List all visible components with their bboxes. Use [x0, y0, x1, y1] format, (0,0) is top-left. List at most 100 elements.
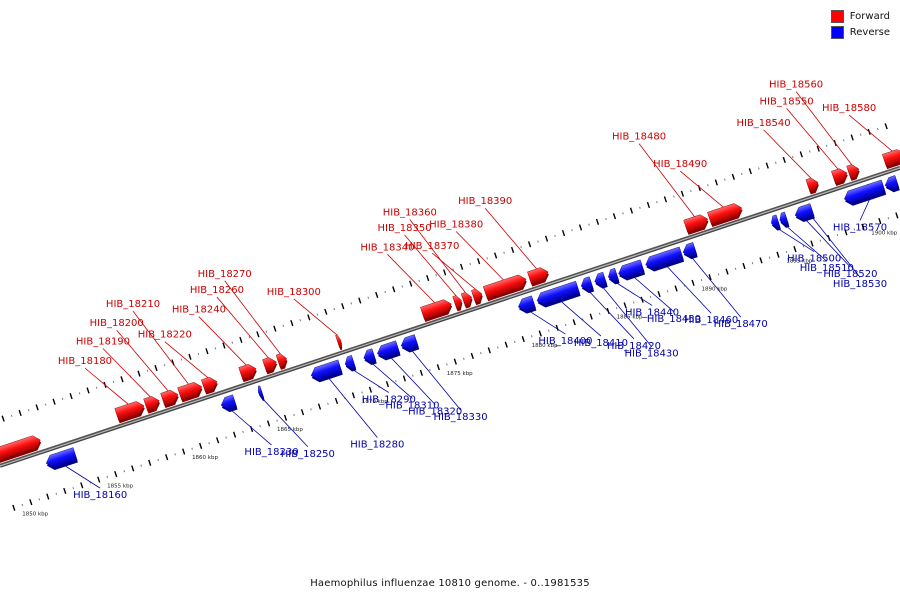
forward-gene[interactable]: [420, 298, 454, 323]
axis-tick: [791, 156, 794, 159]
forward-gene[interactable]: [460, 291, 474, 309]
gene-label[interactable]: HIB_18480: [612, 132, 666, 143]
forward-gene[interactable]: [482, 273, 529, 302]
forward-gene[interactable]: [471, 288, 484, 306]
axis-tick: [205, 348, 209, 355]
reverse-gene[interactable]: [399, 334, 420, 355]
forward-gene[interactable]: [831, 167, 849, 186]
forward-gene[interactable]: [527, 266, 551, 287]
gene-label[interactable]: HIB_18250: [281, 449, 335, 460]
forward-gene[interactable]: [262, 356, 279, 375]
reverse-gene[interactable]: [842, 179, 887, 208]
gene-label[interactable]: HIB_18550: [760, 96, 814, 107]
forward-gene[interactable]: [335, 334, 344, 351]
gene-label[interactable]: HIB_18530: [833, 279, 887, 290]
gene-label[interactable]: HIB_18320: [408, 407, 462, 418]
gene-label[interactable]: HIB_18230: [244, 447, 298, 458]
gene-label[interactable]: HIB_18410: [574, 338, 628, 349]
reverse-gene[interactable]: [256, 385, 265, 402]
gene-label[interactable]: HIB_18560: [769, 80, 823, 91]
reverse-gene[interactable]: [219, 394, 238, 414]
gene-label[interactable]: HIB_18510: [800, 263, 854, 274]
forward-gene[interactable]: [201, 375, 219, 395]
gene-label[interactable]: HIB_18360: [383, 207, 437, 218]
gene-label[interactable]: HIB_18270: [198, 269, 252, 280]
reverse-gene[interactable]: [769, 214, 781, 232]
forward-gene[interactable]: [683, 213, 711, 235]
gene-label[interactable]: HIB_18280: [350, 439, 404, 450]
gene-label[interactable]: HIB_18440: [625, 307, 679, 318]
gene-body: [707, 203, 742, 225]
forward-gene[interactable]: [882, 148, 900, 170]
gene-label[interactable]: HIB_18520: [823, 269, 877, 280]
forward-gene[interactable]: [805, 176, 821, 195]
reverse-gene[interactable]: [535, 280, 581, 309]
axis-tick: [384, 290, 387, 294]
reverse-gene[interactable]: [516, 295, 537, 316]
gene-label[interactable]: HIB_18340: [360, 242, 414, 253]
legend-forward: Forward: [830, 8, 890, 24]
forward-gene[interactable]: [452, 294, 465, 312]
forward-gene[interactable]: [238, 362, 259, 383]
gene-label[interactable]: HIB_18470: [714, 319, 768, 330]
gene-label[interactable]: HIB_18460: [684, 315, 738, 326]
axis-tick: [112, 380, 115, 384]
reverse-gene[interactable]: [616, 259, 646, 283]
axis-tick: [765, 162, 769, 169]
gene-label[interactable]: HIB_18580: [822, 103, 876, 114]
gene-label[interactable]: HIB_18500: [787, 254, 841, 265]
gene-label[interactable]: HIB_18390: [458, 196, 512, 207]
forward-gene[interactable]: [160, 388, 181, 409]
gene-label[interactable]: HIB_18240: [172, 305, 226, 316]
reverse-gene[interactable]: [309, 359, 343, 384]
reverse-gene[interactable]: [606, 267, 620, 286]
gene-label[interactable]: HIB_18380: [429, 220, 483, 231]
gene-label[interactable]: HIB_18210: [106, 299, 160, 310]
gene-label[interactable]: HIB_18400: [538, 336, 592, 347]
forward-gene[interactable]: [143, 394, 162, 414]
gene-label[interactable]: HIB_18420: [607, 341, 661, 352]
reverse-gene[interactable]: [375, 340, 401, 362]
gene-label[interactable]: HIB_18570: [833, 223, 887, 234]
label-leader: [293, 298, 338, 336]
reverse-gene[interactable]: [793, 203, 815, 224]
forward-gene[interactable]: [707, 202, 744, 228]
gene-label[interactable]: HIB_18260: [190, 285, 244, 296]
label-leader: [431, 252, 477, 290]
gene-label[interactable]: HIB_18350: [377, 223, 431, 234]
gene-label[interactable]: HIB_18160: [73, 490, 127, 501]
reverse-gene[interactable]: [681, 242, 698, 261]
axis-tick: [842, 139, 845, 142]
gene-label[interactable]: HIB_18540: [736, 118, 790, 129]
gene-label[interactable]: HIB_18190: [76, 336, 130, 347]
gene-label[interactable]: HIB_18200: [90, 318, 144, 329]
gene-label[interactable]: HIB_18300: [267, 287, 321, 298]
reverse-gene[interactable]: [593, 271, 608, 290]
forward-gene[interactable]: [114, 400, 147, 424]
axis-tick: [402, 375, 407, 382]
gene-label[interactable]: HIB_18220: [138, 330, 192, 341]
axis-tick: [69, 393, 73, 400]
reverse-gene[interactable]: [579, 276, 595, 295]
reverse-gene[interactable]: [44, 447, 78, 472]
forward-gene[interactable]: [177, 380, 205, 403]
forward-gene[interactable]: [846, 163, 862, 181]
gene-label[interactable]: HIB_18370: [405, 241, 459, 252]
gene-label[interactable]: HIB_18430: [624, 349, 678, 360]
gene-label[interactable]: HIB_18290: [362, 395, 416, 406]
axis-tick: [222, 342, 226, 349]
axis-tick: [884, 123, 888, 130]
reverse-gene[interactable]: [362, 348, 377, 367]
gene-label[interactable]: HIB_18310: [385, 400, 439, 411]
forward-gene[interactable]: [0, 434, 43, 464]
gene-label[interactable]: HIB_18450: [647, 314, 701, 325]
reverse-gene[interactable]: [883, 175, 900, 194]
reverse-gene[interactable]: [644, 246, 685, 274]
reverse-gene[interactable]: [343, 355, 357, 373]
gene-label[interactable]: HIB_18180: [58, 356, 112, 367]
gene-label[interactable]: HIB_18330: [433, 412, 487, 423]
gene-label[interactable]: HIB_18490: [653, 159, 707, 170]
forward-gene[interactable]: [275, 352, 289, 370]
reverse-gene[interactable]: [778, 211, 790, 229]
